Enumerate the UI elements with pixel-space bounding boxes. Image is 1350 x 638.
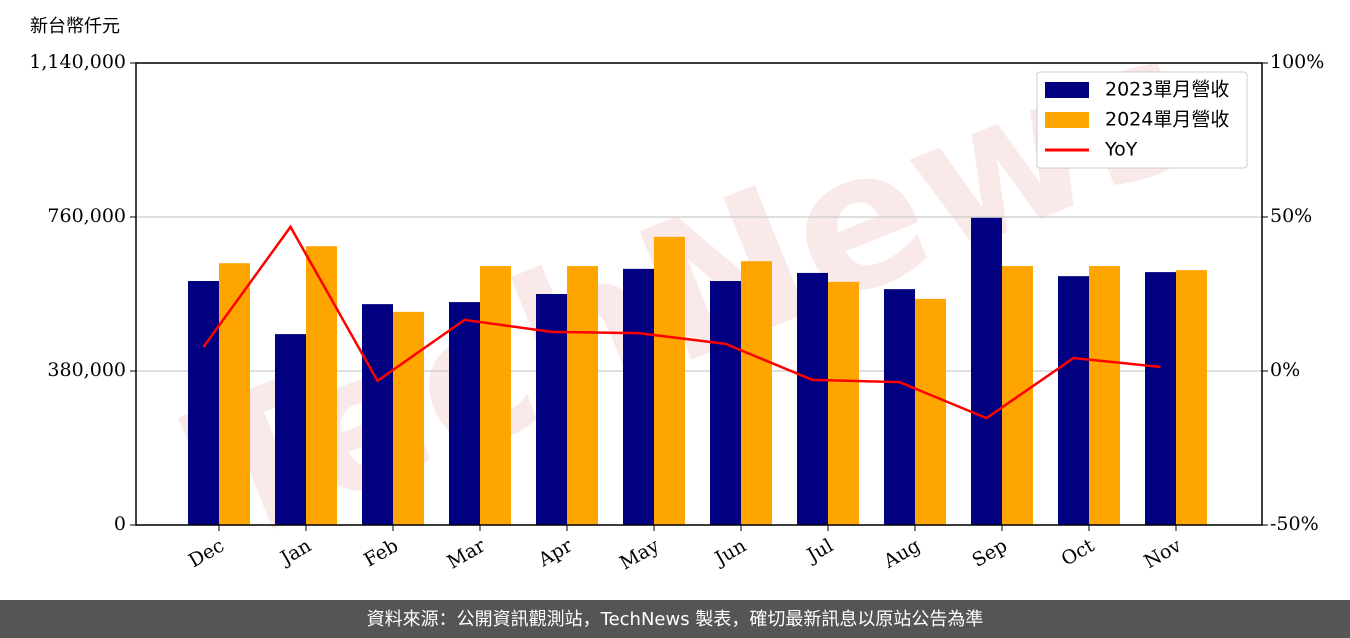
legend-label: 2023單月營收 xyxy=(1105,79,1229,101)
plot-frame xyxy=(135,62,1263,526)
x-tick-label: Aug xyxy=(879,535,924,574)
y-tick-label: 1,140,000 xyxy=(29,51,126,73)
legend: 2023單月營收 2024單月營收 YoY xyxy=(1036,71,1248,169)
bar xyxy=(393,311,424,525)
bar xyxy=(188,281,219,525)
y-axis-label: 新台幣仟元 xyxy=(30,16,120,37)
x-tick-label: Nov xyxy=(1140,534,1185,573)
legend-label: YoY xyxy=(1104,139,1138,161)
y2-tick-label: 50% xyxy=(1270,205,1312,227)
legend-box xyxy=(1036,71,1248,169)
x-tick-label: Mar xyxy=(443,534,489,573)
footer: 資料來源：公開資訊觀測站，TechNews 製表，確切最新訊息以原站公告為準 xyxy=(367,609,984,630)
y-tick-label: 760,000 xyxy=(47,205,126,227)
bar xyxy=(915,298,946,525)
bar xyxy=(1145,272,1176,525)
bar xyxy=(1089,266,1120,525)
footer-band xyxy=(0,600,1350,638)
bar xyxy=(971,217,1002,525)
bar xyxy=(306,246,337,525)
bar xyxy=(828,281,859,525)
bar xyxy=(1176,270,1207,525)
bar xyxy=(710,281,741,525)
y-tick-label: 0 xyxy=(114,513,126,535)
bar xyxy=(567,266,598,525)
bar xyxy=(219,263,250,525)
x-tick-label: Dec xyxy=(185,535,228,573)
y2-tick-label: 100% xyxy=(1270,51,1324,73)
x-tick-label: Oct xyxy=(1058,534,1099,570)
y2-tick-label: -50% xyxy=(1270,513,1319,535)
x-tick-label: Jun xyxy=(709,535,750,571)
bar xyxy=(741,261,772,525)
bar xyxy=(275,334,306,525)
bar xyxy=(1058,276,1089,525)
y-tick-label: 380,000 xyxy=(47,359,126,381)
bar xyxy=(480,266,511,525)
bar xyxy=(654,236,685,525)
bar xyxy=(536,294,567,525)
x-tick-label: Jul xyxy=(802,535,837,568)
bar xyxy=(797,272,828,525)
x-tick-label: Sep xyxy=(968,535,1011,572)
bar xyxy=(623,268,654,525)
legend-swatch xyxy=(1045,112,1089,128)
line xyxy=(202,224,1161,420)
x-tick-label: Apr xyxy=(534,534,577,571)
bar xyxy=(362,304,393,525)
bar xyxy=(449,302,480,525)
y2-tick-label: 0% xyxy=(1270,359,1300,381)
x-tick-label: Feb xyxy=(360,535,402,572)
bar xyxy=(884,289,915,525)
x-tick-label: May xyxy=(616,534,663,574)
legend-swatch xyxy=(1045,82,1089,98)
legend-label: 2024單月營收 xyxy=(1105,109,1229,131)
